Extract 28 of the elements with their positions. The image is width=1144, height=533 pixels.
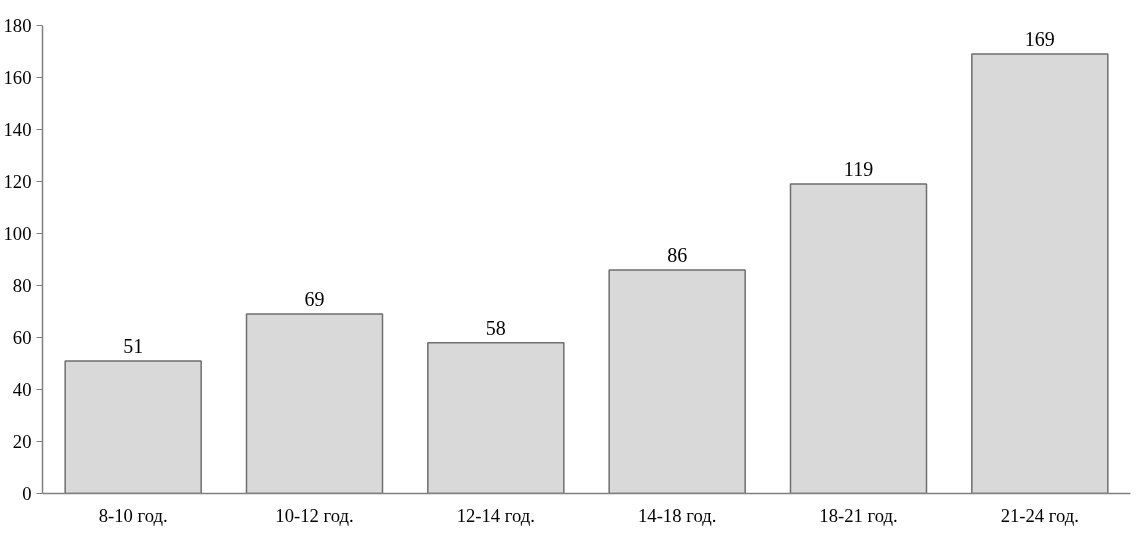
x-tick-label: 14-18 год. [638,504,717,526]
bar [608,269,746,494]
y-tick-label: 0 [22,483,32,504]
data-label: 69 [304,288,325,311]
data-label: 119 [843,158,874,181]
y-tick-label: 120 [3,171,32,192]
y-tick-label: 140 [3,119,32,140]
y-tick-label: 40 [12,379,32,400]
bar [971,53,1109,494]
data-label: 86 [667,243,688,266]
x-tick-label: 10-12 год. [275,504,354,526]
bar [427,341,565,494]
data-label: 51 [123,334,144,357]
data-label: 58 [485,316,506,339]
x-tick-label: 21-24 год. [1000,504,1079,526]
x-tick-label: 12-14 год. [456,504,535,526]
bar [64,360,202,494]
x-tick-label: 8-10 год. [98,504,168,526]
bar [245,313,384,494]
y-tick-label: 80 [12,275,32,296]
x-tick-label: 18-21 год. [819,504,898,526]
y-tick-label: 100 [3,223,32,244]
y-tick-label: 60 [12,327,32,348]
y-tick-label: 20 [12,431,32,452]
y-tick-label: 180 [3,15,32,36]
bar [789,183,928,494]
data-label: 169 [1024,28,1055,51]
y-tick-label: 160 [3,67,32,88]
